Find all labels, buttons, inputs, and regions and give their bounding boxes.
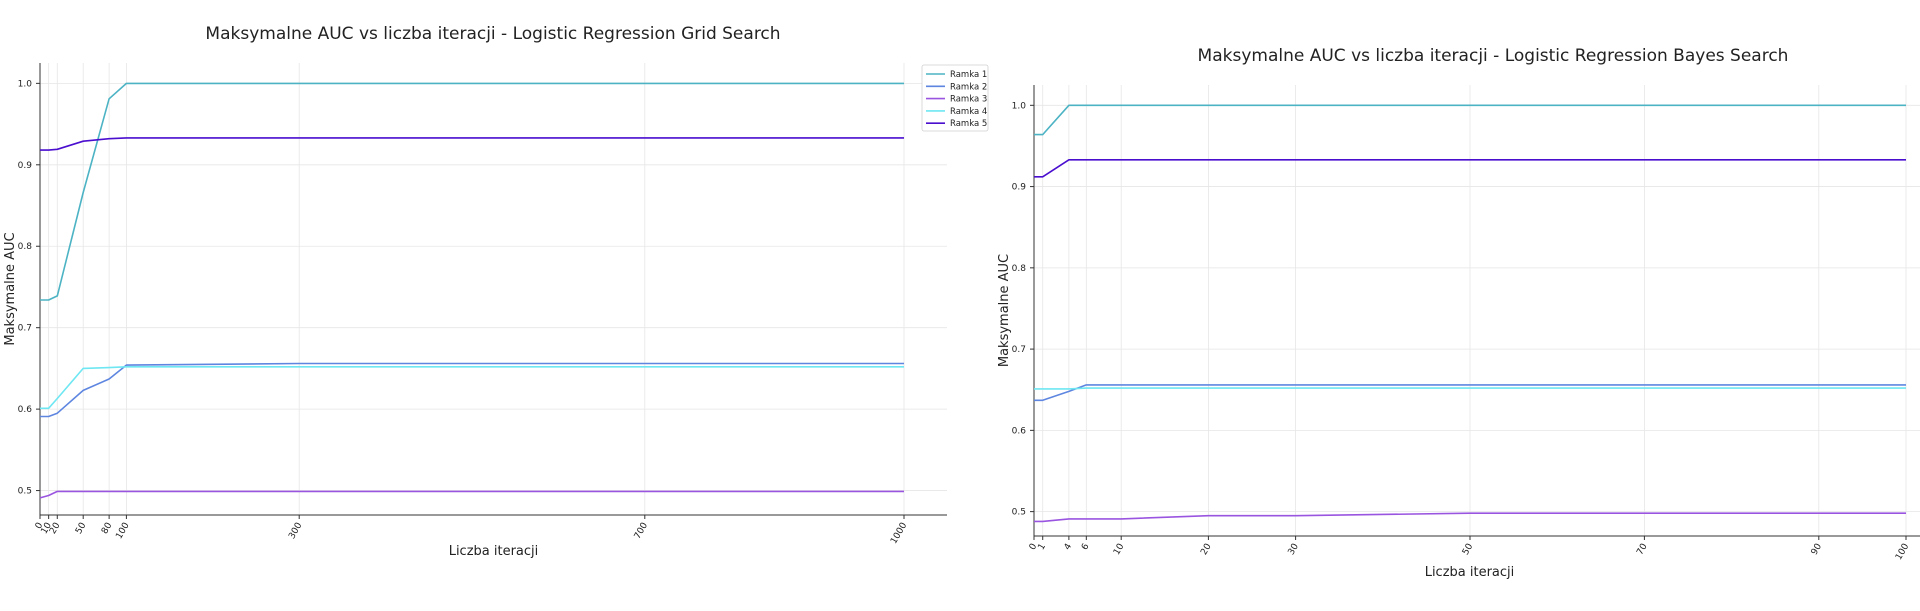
y-tick-label: 0.6 <box>1012 426 1027 436</box>
x-tick-label: 30 <box>1287 542 1302 557</box>
series-line-5 <box>40 137 904 151</box>
x-tick-label: 80 <box>100 521 115 536</box>
chart-title: Maksymalne AUC vs liczba iteracji - Logi… <box>1198 46 1789 66</box>
series-line-1 <box>40 82 904 301</box>
x-tick-label: 0 <box>1028 542 1040 552</box>
x-tick-label: 700 <box>633 521 650 541</box>
x-tick-label: 4 <box>1063 542 1075 552</box>
y-tick-label: 0.7 <box>18 324 32 334</box>
y-tick-label: 0.8 <box>18 242 33 252</box>
x-tick-label: 100 <box>1894 542 1911 562</box>
y-tick-label: 0.7 <box>1012 345 1026 355</box>
x-tick-label: 100 <box>114 521 131 541</box>
series-line-4 <box>1034 387 1906 390</box>
series-line-2 <box>40 362 904 418</box>
x-tick-label: 6 <box>1080 542 1092 552</box>
y-tick-label: 0.9 <box>1012 183 1027 193</box>
chart-title: Maksymalne AUC vs liczba iteracji - Logi… <box>205 24 780 44</box>
series-line-5 <box>1034 159 1906 178</box>
y-tick-label: 0.9 <box>18 161 33 171</box>
y-tick-label: 0.5 <box>18 487 32 497</box>
x-tick-label: 300 <box>287 521 304 541</box>
series-line-4 <box>40 365 904 410</box>
y-axis-label: Maksymalne AUC <box>3 232 18 345</box>
x-tick-label: 20 <box>48 521 63 536</box>
x-tick-label: 20 <box>1199 542 1214 557</box>
series-line-2 <box>1034 384 1906 402</box>
x-axis-label: Liczba iteracji <box>449 544 539 559</box>
x-tick-label: 50 <box>74 521 89 536</box>
series-line-3 <box>39 490 904 499</box>
legend-label-4: Ramka 4 <box>950 107 987 117</box>
legend-label-5: Ramka 5 <box>950 119 987 129</box>
x-axis-label: Liczba iteracji <box>1425 565 1515 580</box>
x-tick-label: 0 <box>34 521 46 531</box>
x-tick-label: 70 <box>1635 542 1650 557</box>
y-tick-label: 0.8 <box>1012 264 1027 274</box>
legend-label-1: Ramka 1 <box>950 70 987 80</box>
x-tick-label: 1 <box>1037 542 1049 552</box>
legend-label-2: Ramka 2 <box>950 82 987 92</box>
y-tick-label: 0.5 <box>1012 508 1026 518</box>
x-tick-label: 10 <box>1112 542 1127 557</box>
y-axis-label: Maksymalne AUC <box>997 254 1012 367</box>
chart-2: 0.5 0.6 0.7 0.8 0.9 1.0 01 4 6 10 20 30 50 70 90 100 Mak… <box>997 46 1920 580</box>
y-tick-label: 1.0 <box>1012 101 1027 111</box>
legend-label-3: Ramka 3 <box>950 95 987 105</box>
legend-box <box>921 64 989 132</box>
x-tick-label: 90 <box>1810 542 1825 557</box>
x-tick-label: 1000 <box>889 521 909 546</box>
y-tick-label: 0.6 <box>18 405 33 415</box>
legend: Ramka 1 Ramka 2 Ramka 3 Ramka 4 Ramka 5 <box>921 64 989 132</box>
x-tick-label: 50 <box>1461 542 1476 557</box>
y-tick-label: 1.0 <box>18 79 33 89</box>
series-line-1 <box>1034 104 1906 136</box>
series-line-3 <box>1034 512 1906 523</box>
